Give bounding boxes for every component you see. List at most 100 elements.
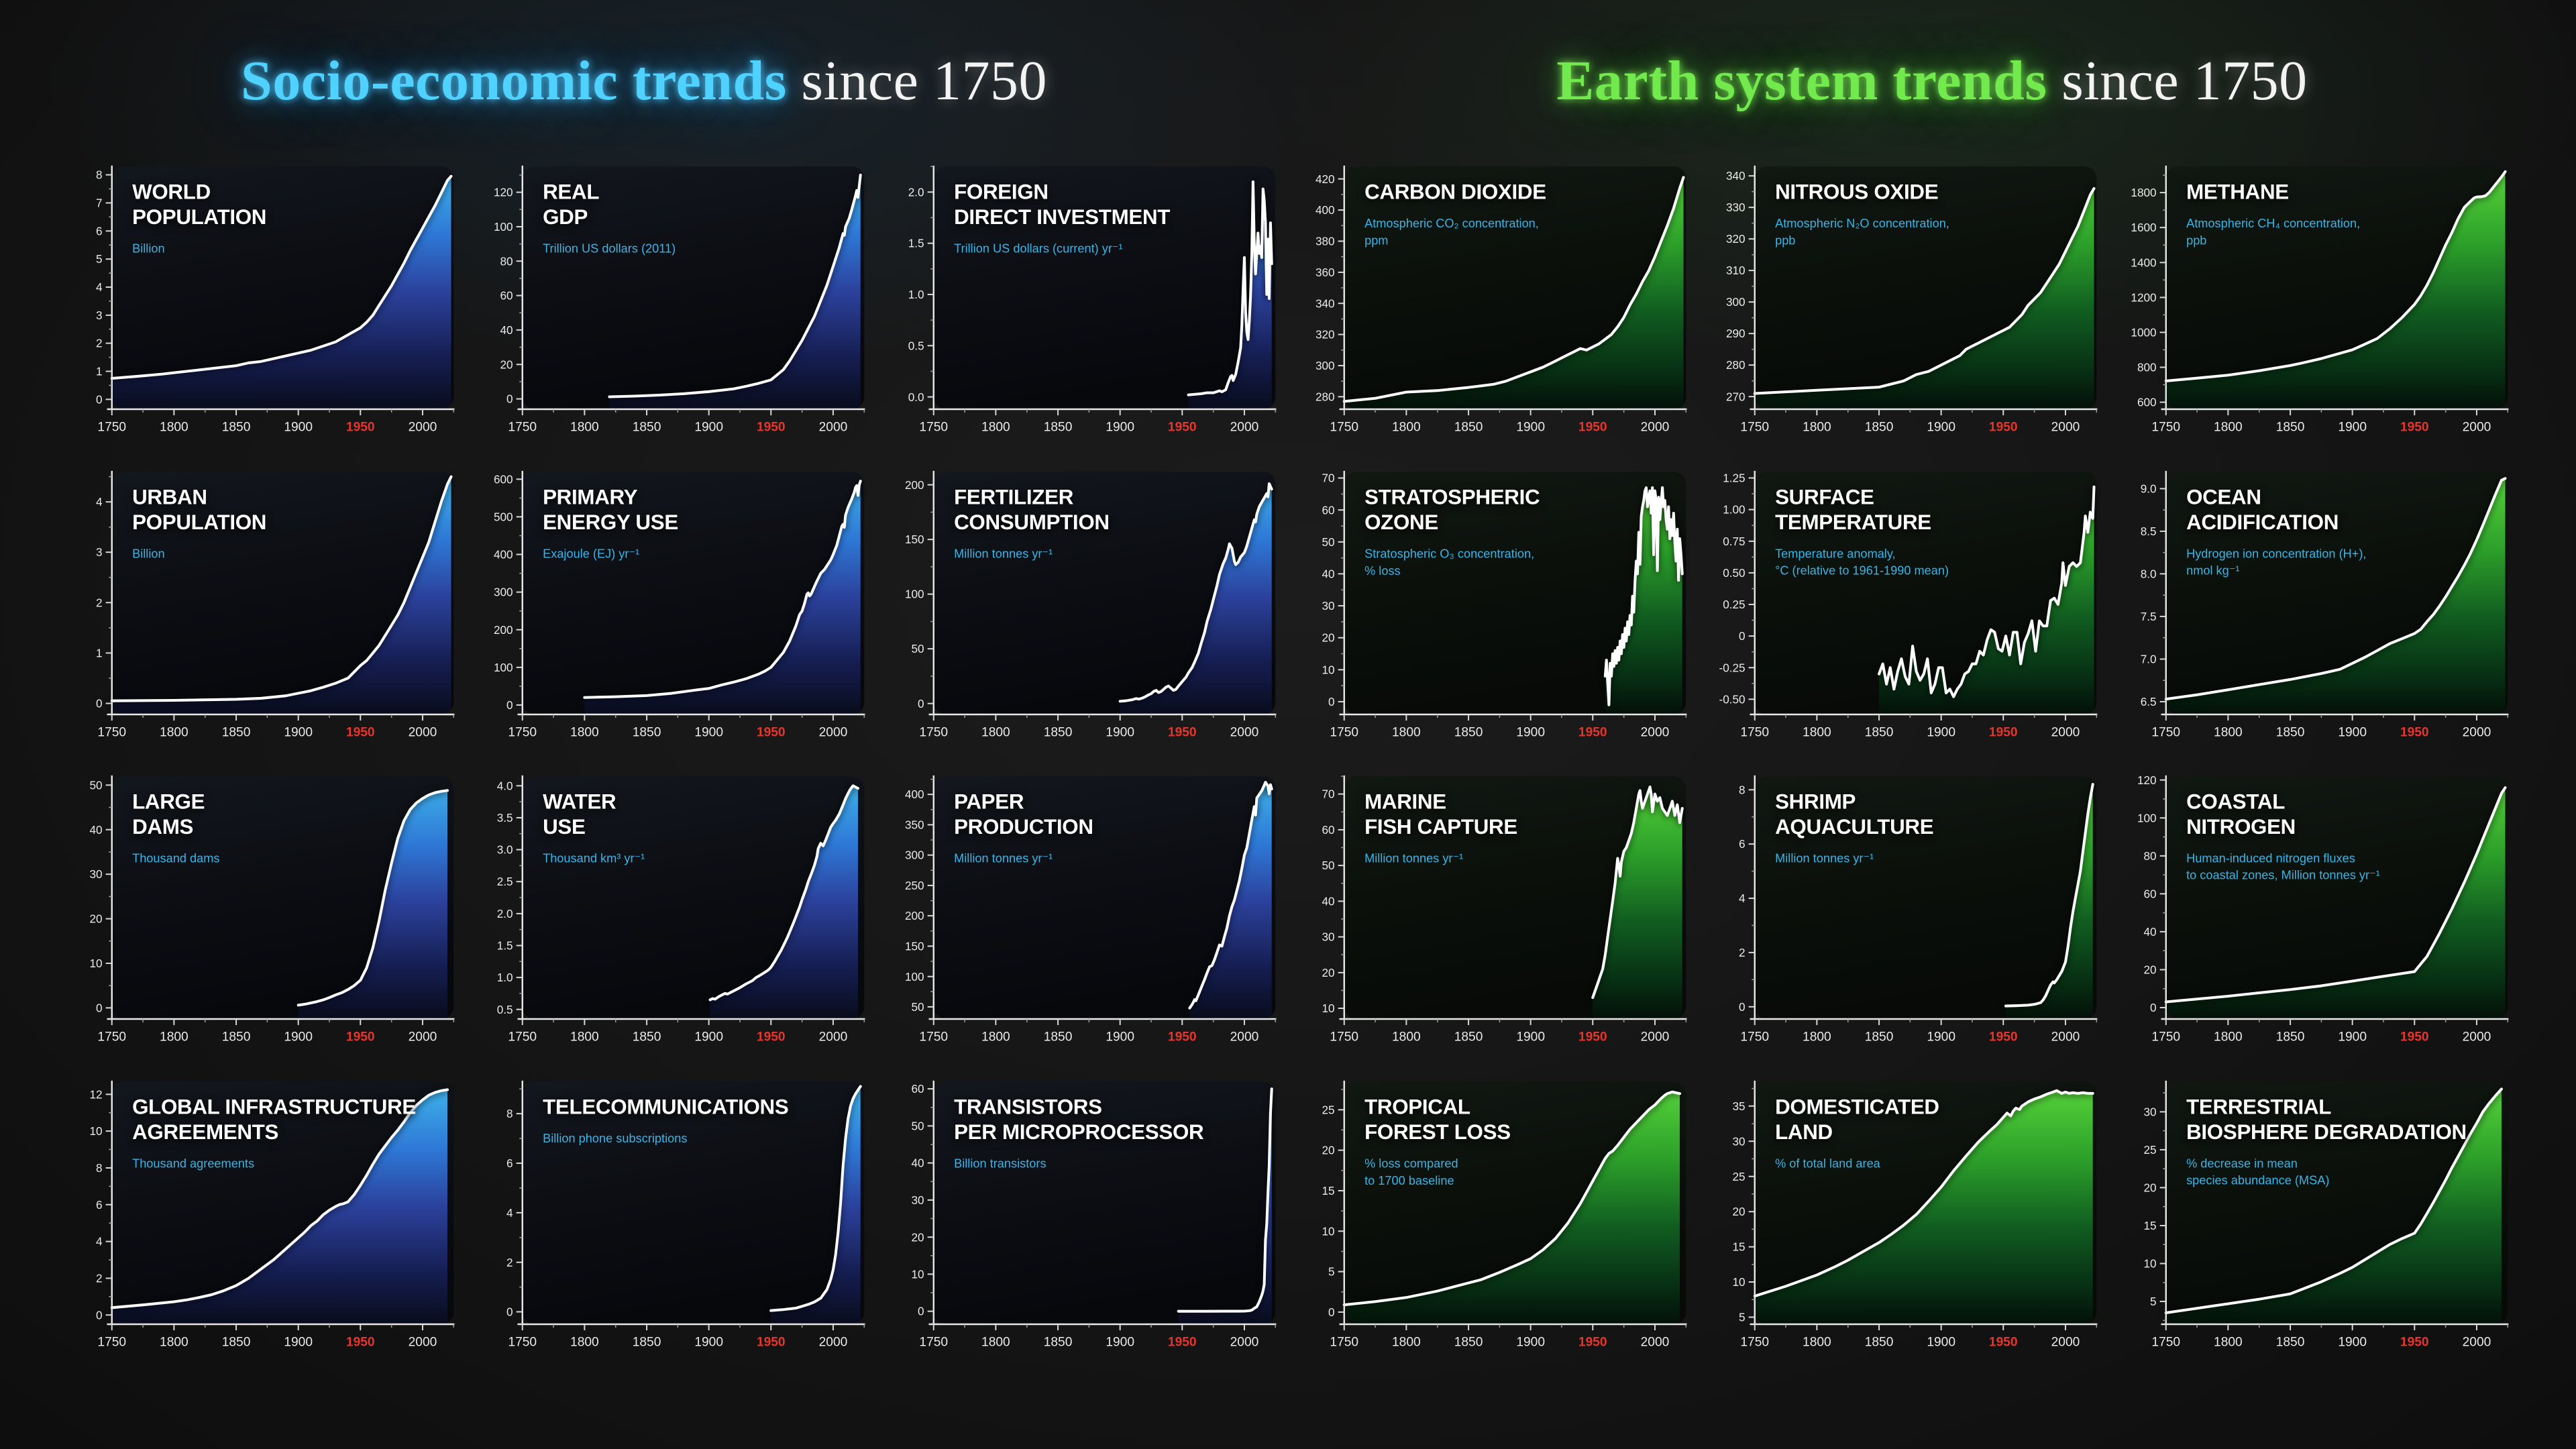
chart-title: FERTILIZER <box>954 485 1073 508</box>
x-tick-label: 1800 <box>981 1030 1010 1044</box>
y-tick-label: 200 <box>905 478 924 491</box>
chart-title: BIOSPHERE DEGRADATION <box>2186 1120 2467 1144</box>
y-tick-label: 150 <box>905 533 924 546</box>
x-tick-label: 1850 <box>222 420 251 434</box>
x-tick-label: 1800 <box>160 420 189 434</box>
data-line <box>1603 486 1684 706</box>
data-area <box>1344 1091 1680 1324</box>
data-area <box>2006 784 2094 1020</box>
y-tick-label: 20 <box>500 358 513 371</box>
x-tick-label: 2000 <box>2462 1335 2491 1349</box>
y-tick-label: 3.0 <box>497 843 513 857</box>
y-tick-label: -0.25 <box>1719 661 1746 674</box>
chart-panel <box>933 166 1275 409</box>
y-tick-label: 300 <box>905 849 924 862</box>
x-tick-label: 1900 <box>1516 1335 1545 1349</box>
x-tick-label: 2000 <box>1230 420 1258 434</box>
x-tick-label: 2000 <box>409 1030 437 1044</box>
x-axis: 1750 1800 1850 1900 1950 2000 <box>2151 1018 2509 1044</box>
data-line <box>110 174 453 380</box>
x-tick-label: 1800 <box>1803 420 1831 434</box>
x-tick-label: 1850 <box>1865 725 1894 739</box>
x-tick-label: 2000 <box>1230 1030 1258 1044</box>
y-axis: 50 100 150 200 250 300 350 400 <box>905 775 934 1020</box>
chart-title: AGREEMENTS <box>132 1120 278 1144</box>
chart-subtitle: % decrease in mean <box>2186 1157 2298 1170</box>
y-tick-label: 4.0 <box>497 780 513 793</box>
chart-card-transistors-per-microprocessor: 0 10 20 30 40 50 60 1750 1800 1850 1900 1950 2000 TRA… <box>911 1080 1277 1349</box>
x-tick-label: 1900 <box>1927 1030 1956 1044</box>
x-tick-label: 1750 <box>1741 725 1770 739</box>
chart-card-marine-fish-capture: 10 20 30 40 50 60 70 1750 1800 1850 1900 1950 2000 MA… <box>1322 775 1687 1044</box>
y-tick-label: 0 <box>2150 1001 2157 1014</box>
chart-card-large-dams: 0 10 20 30 40 50 1750 1800 1850 1900 1950 2000 LARGE… <box>90 775 455 1044</box>
chart-title: COASTAL <box>2186 790 2285 814</box>
y-tick-label: 40 <box>500 323 513 337</box>
chart-card-fertilizer-consumption: 0 50 100 150 200 1750 1800 1850 1900 1950 2000 FERT… <box>905 470 1277 739</box>
chart-subtitle: Exajoule (EJ) yr⁻¹ <box>543 547 639 560</box>
socio-economic-title: Socio-economic trends <box>241 50 787 112</box>
chart-title: PAPER <box>954 790 1024 814</box>
chart-title: NITROUS OXIDE <box>1775 180 1938 204</box>
y-tick-label: 2.5 <box>497 875 513 888</box>
x-tick-label: 2000 <box>2051 1335 2080 1349</box>
x-tick-label: 2000 <box>1641 1030 1670 1044</box>
y-axis: 0 2 4 6 8 <box>506 1080 524 1325</box>
chart-title: LAND <box>1775 1120 1833 1144</box>
x-tick-label: 1800 <box>570 1335 599 1349</box>
y-tick-label: 6 <box>1739 837 1746 851</box>
x-tick-label: 1800 <box>2214 725 2243 739</box>
x-tick-label: 1900 <box>284 1030 313 1044</box>
x-tick-label: 1900 <box>1516 1030 1545 1044</box>
y-tick-label: 0 <box>96 1308 103 1322</box>
y-tick-label: 280 <box>1726 358 1746 372</box>
chart-subtitle: Human-induced nitrogen fluxes <box>2186 852 2355 865</box>
x-tick-label: 1950 <box>346 420 375 434</box>
x-tick-label: 1900 <box>284 1335 313 1349</box>
y-tick-label: 50 <box>911 642 924 655</box>
y-tick-label: 30 <box>1733 1134 1746 1148</box>
x-tick-label: 1800 <box>2214 1030 2243 1044</box>
data-area <box>1344 177 1684 410</box>
x-tick-label: 2000 <box>409 725 437 739</box>
y-tick-label: 1 <box>96 646 103 659</box>
chart-subtitle: Temperature anomaly, <box>1775 547 1896 560</box>
x-tick-label: 1850 <box>1043 1335 1072 1349</box>
data-area <box>2165 478 2506 714</box>
y-tick-label: 10 <box>1322 663 1334 676</box>
x-tick-label: 1800 <box>1392 1335 1421 1349</box>
chart-title: SURFACE <box>1775 485 1874 508</box>
y-tick-label: 600 <box>494 472 513 486</box>
x-tick-label: 1900 <box>1927 725 1956 739</box>
y-tick-label: 3 <box>96 309 103 322</box>
y-tick-label: 0 <box>918 1305 924 1318</box>
x-tick-label: 1950 <box>346 1335 375 1349</box>
y-tick-label: 100 <box>2137 812 2157 825</box>
y-tick-label: 15 <box>1322 1184 1334 1197</box>
data-area <box>2165 171 2506 409</box>
x-tick-label: 1750 <box>97 1335 126 1349</box>
x-tick-label: 2000 <box>1641 725 1670 739</box>
x-tick-label: 1950 <box>1168 725 1197 739</box>
y-tick-label: 20 <box>1322 966 1334 979</box>
y-tick-label: 6 <box>96 224 103 237</box>
x-tick-label: 1800 <box>1392 725 1421 739</box>
chart-panel <box>523 471 865 714</box>
chart-panel <box>523 1081 865 1324</box>
x-tick-label: 1900 <box>284 420 313 434</box>
chart-title: TERRESTRIAL <box>2186 1095 2331 1118</box>
chart-panel <box>1344 776 1686 1020</box>
x-tick-label: 1750 <box>1330 420 1358 434</box>
y-tick-label: 340 <box>1316 297 1335 310</box>
chart-subtitle: Stratospheric O₃ concentration, <box>1364 547 1534 560</box>
x-tick-label: 1850 <box>2275 725 2304 739</box>
x-tick-label: 1800 <box>1803 725 1831 739</box>
x-axis: 1750 1800 1850 1900 1950 2000 <box>2151 1323 2509 1349</box>
x-tick-label: 1750 <box>97 725 126 739</box>
x-tick-label: 1950 <box>1989 1030 2018 1044</box>
x-tick-label: 1850 <box>2275 1335 2304 1349</box>
y-tick-label: 7 <box>96 197 103 210</box>
y-tick-label: 12 <box>90 1087 103 1101</box>
chart-title: LARGE <box>132 790 205 814</box>
x-tick-label: 1900 <box>1106 1030 1134 1044</box>
